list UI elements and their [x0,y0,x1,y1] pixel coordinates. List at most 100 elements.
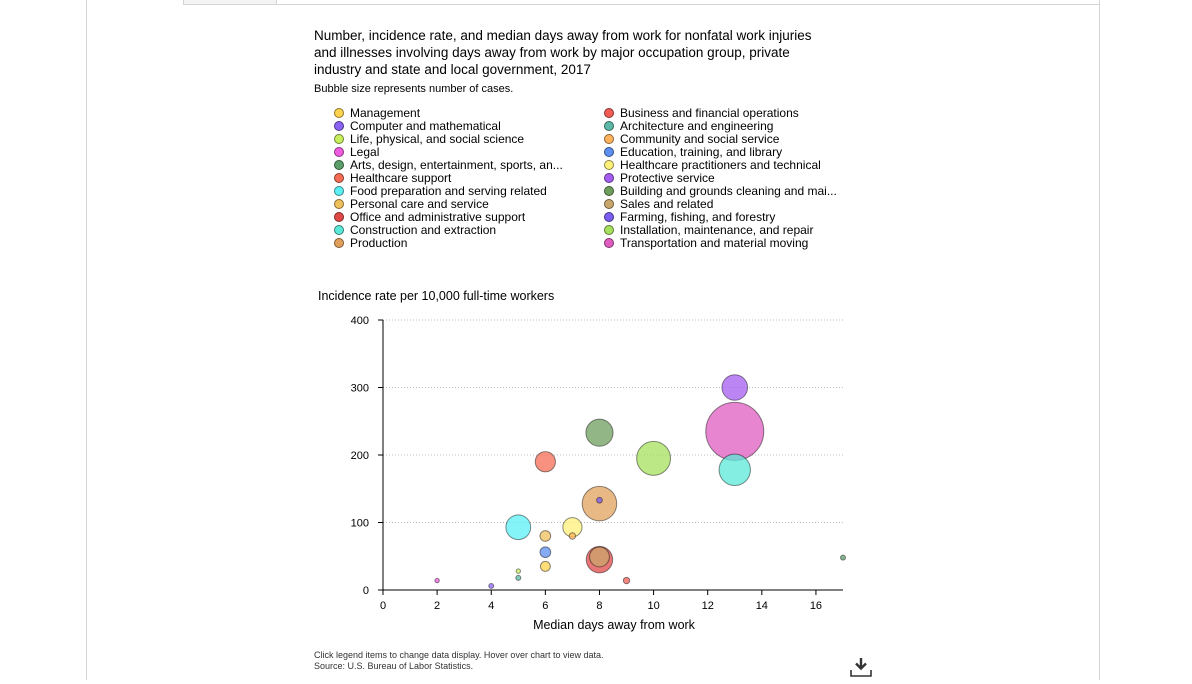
legend-swatch [334,160,344,170]
x-tick-label: 16 [810,600,822,612]
legend-label: Life, physical, and social science [350,132,525,146]
bubble-point[interactable]: Healthcare support [534,451,556,473]
legend-swatch [334,134,344,144]
legend-label: Community and social service [620,132,780,146]
legend-label: Sales and related [620,197,714,211]
legend-label: Architecture and engineering [620,119,774,133]
legend-label: Education, training, and library [620,145,783,159]
legend-swatch [604,160,614,170]
content-frame [86,0,1100,680]
download-icon [850,658,872,677]
legend-swatch [604,108,614,118]
legend-swatch [604,134,614,144]
legend-item[interactable]: Legal [334,146,379,159]
footer-instructions: Click legend items to change data displa… [314,650,604,660]
x-axis-label: Median days away from work [533,618,696,632]
bubble-point[interactable]: Food preparation and serving related [505,514,532,541]
legend-item[interactable]: Life, physical, and social science [334,133,524,146]
bubble-point[interactable]: Transportation and material moving [705,401,765,461]
legend-item[interactable]: Education, training, and library [604,146,782,159]
bubble-point[interactable]: Sales and related [589,546,610,568]
legend-item[interactable]: Construction and extraction [334,224,496,237]
x-tick-label: 8 [596,600,602,612]
legend-swatch [334,238,344,248]
legend-swatch [334,173,344,183]
y-tick-label: 200 [351,450,369,462]
bubble-point[interactable]: Computer and mathematical [488,582,495,589]
legend-item[interactable]: Building and grounds cleaning and mai... [604,185,837,198]
footer-source: Source: U.S. Bureau of Labor Statistics. [314,661,474,671]
legend-item[interactable]: Arts, design, entertainment, sports, an.… [334,159,563,172]
legend-item[interactable]: Management [334,107,420,120]
bubble-point[interactable]: Business and financial operations [622,576,631,585]
bubble-point[interactable]: Life, physical, and social science [515,568,521,574]
bubble-point[interactable]: Education, training, and library [539,546,552,559]
legend-label: Construction and extraction [350,223,497,237]
y-tick-label: 100 [351,518,369,530]
legend-item[interactable]: Installation, maintenance, and repair [604,224,813,237]
legend-label: Farming, fishing, and forestry [620,210,776,224]
legend-label: Management [350,106,421,120]
y-axis-label: Incidence rate per 10,000 full-time work… [318,289,554,303]
legend-label: Production [350,236,408,250]
bubble-point[interactable]: Construction and extraction [718,453,751,487]
legend-label: Building and grounds cleaning and mai... [620,184,837,198]
top-divider [183,4,1100,5]
bubble-point[interactable]: Personal care and service [539,530,552,542]
bubble-point[interactable]: Installation, maintenance, and repair [636,440,672,476]
legend-label: Business and financial operations [620,106,799,120]
legend-item[interactable]: Food preparation and serving related [334,185,547,198]
legend-item[interactable]: Farming, fishing, and forestry [604,211,775,224]
legend-swatch [604,238,614,248]
x-tick-label: 14 [756,600,768,612]
y-tick-label: 0 [363,585,369,597]
legend-item[interactable]: Office and administrative support [334,211,525,224]
bubble-point[interactable]: Production [581,485,618,522]
bubble-point[interactable]: Management [539,560,551,572]
legend-label: Healthcare support [350,171,452,185]
legend-label: Office and administrative support [350,210,526,224]
legend-item[interactable]: Transportation and material moving [604,237,808,250]
bubble-point[interactable]: Legal [434,577,440,584]
legend-swatch [334,199,344,209]
legend-swatch [334,212,344,222]
bubble-point[interactable]: Farming, fishing, and forestry [596,496,603,504]
x-tick-label: 6 [542,600,548,612]
legend-label: Healthcare practitioners and technical [620,158,821,172]
legend-item[interactable]: Computer and mathematical [334,120,501,133]
legend-item[interactable]: Healthcare practitioners and technical [604,159,821,172]
legend-label: Protective service [620,171,715,185]
legend-item[interactable]: Business and financial operations [604,107,799,120]
bubble-point[interactable]: Building and grounds cleaning and mainte… [585,418,614,447]
legend-label: Transportation and material moving [620,236,809,250]
legend-item[interactable]: Protective service [604,172,715,185]
legend-item[interactable]: Personal care and service [334,198,489,211]
legend-swatch [334,225,344,235]
legend-item[interactable]: Architecture and engineering [604,120,773,133]
chart-title: Number, incidence rate, and median days … [314,28,812,77]
chart-subtitle: Bubble size represents number of cases. [314,83,514,95]
bubble-point[interactable]: Architecture and engineering [515,574,522,581]
legend-swatch [334,147,344,157]
y-tick-label: 300 [351,383,369,395]
legend-item[interactable]: Community and social service [604,133,779,146]
axes: 0 100 200 300 400 0 2 4 6 8 10 12 14 16 [351,315,843,612]
bubble-point[interactable]: Protective service [721,374,749,401]
download-button[interactable] [849,655,873,679]
legend-item[interactable]: Sales and related [604,198,713,211]
legend-label: Arts, design, entertainment, sports, an.… [350,158,563,172]
bubble-point[interactable]: Community and social service [568,532,577,540]
legend-swatch [334,108,344,118]
x-tick-label: 10 [647,600,659,612]
legend-swatch [604,186,614,196]
legend-swatch [334,121,344,131]
legend-item[interactable]: Healthcare support [334,172,451,185]
legend-item[interactable]: Production [334,237,407,250]
bubble-point[interactable]: Arts, design, entertainment, sports, and… [840,554,846,561]
legend-swatch [604,212,614,222]
x-tick-label: 0 [380,600,386,612]
x-tick-label: 2 [434,600,440,612]
bubble-series: Transportation and material moving Produc… [434,374,846,589]
x-tick-label: 4 [488,600,494,612]
